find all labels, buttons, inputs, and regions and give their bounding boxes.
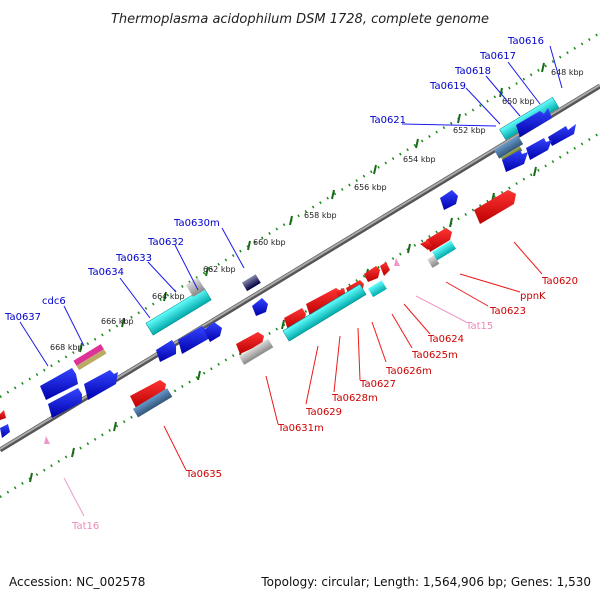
reverse-labels: Ta0620 ppnK Ta0623 Ta0624 Ta0625m Ta0626…: [185, 276, 578, 480]
reverse-arrows[interactable]: [0, 190, 516, 420]
label-ta0626m: Ta0626m: [385, 366, 432, 377]
gene-ta0631m: [284, 308, 306, 330]
gene-ta0619b: [526, 138, 552, 160]
scale-labels: 648 kbp 650 kbp 652 kbp 654 kbp 656 kbp …: [50, 68, 584, 352]
scale-label: 666 kbp: [101, 317, 134, 326]
label-ta0624: Ta0624: [427, 334, 464, 345]
gene-ta0633: [178, 326, 212, 354]
label-ta0621: Ta0621: [369, 115, 406, 126]
gene-ta0621b: [440, 190, 458, 210]
gene-ta0630: [252, 298, 268, 316]
label-ta0632: Ta0632: [147, 237, 184, 248]
label-ta0618: Ta0618: [454, 66, 491, 77]
scale-label: 656 kbp: [354, 183, 387, 192]
gene-ta0634b: [204, 322, 222, 342]
gene-ta0635: [130, 380, 166, 408]
gene-ta0632[interactable]: [140, 277, 212, 336]
gene-ta0635-steel[interactable]: [132, 388, 173, 418]
scale-label: 664 kbp: [152, 292, 185, 301]
gene-ta0631-gray[interactable]: [238, 338, 274, 365]
gene-ta0631: [236, 332, 264, 354]
label-ta0633: Ta0633: [115, 253, 152, 264]
label-ta0616: Ta0616: [507, 36, 544, 47]
scale-label: 652 kbp: [453, 126, 486, 135]
scale-label: 660 kbp: [253, 238, 286, 247]
gene-ta0627-cyan[interactable]: [367, 280, 387, 298]
label-cdc6: cdc6: [42, 296, 66, 307]
label-ta0637: Ta0637: [4, 312, 41, 323]
trna-tat16[interactable]: [44, 436, 50, 444]
gene-ta0629: [306, 288, 342, 316]
trna-tat15[interactable]: [394, 258, 400, 266]
gene-ppnk: [420, 240, 432, 250]
gene-ta0625m: [380, 262, 390, 276]
label-ta0627: Ta0627: [359, 379, 396, 390]
gene-ta0636: [84, 370, 118, 400]
reverse-leaders: [163, 241, 543, 471]
label-ta0625m: Ta0625m: [411, 350, 458, 361]
upper-scale-track: [0, 31, 600, 399]
gene-ta0630m[interactable]: [241, 274, 261, 292]
gene-ta0637b: [48, 388, 82, 418]
gene-ta0626m: [364, 266, 380, 282]
accession-text: Accession: NC_002578: [9, 575, 145, 589]
map-title: Thermoplasma acidophilum DSM 1728, compl…: [111, 12, 489, 27]
gene-ta0623: [426, 228, 452, 252]
label-ta0617: Ta0617: [479, 51, 516, 62]
gene-edge: [0, 424, 10, 438]
gene-ta0634: [156, 340, 176, 362]
gene-ta0621: [502, 150, 528, 172]
label-tat15: Tat15: [465, 321, 493, 332]
label-ta0630m: Ta0630m: [173, 218, 220, 229]
scale-label: 668 kbp: [50, 343, 83, 352]
scale-label: 658 kbp: [304, 211, 337, 220]
gene-edge-red: [0, 410, 6, 420]
label-ta0629: Ta0629: [305, 407, 342, 418]
label-ta0634: Ta0634: [87, 267, 124, 278]
forward-arrows[interactable]: [0, 108, 576, 438]
label-ta0623: Ta0623: [489, 306, 526, 317]
label-tat16: Tat16: [71, 521, 99, 532]
forward-labels: Ta0616 Ta0617 Ta0618 Ta0619 Ta0621 Ta063…: [4, 36, 544, 323]
gene-ta0617: [516, 108, 552, 137]
gene-ta0628[interactable]: [282, 283, 367, 342]
gene-cdc6[interactable]: [73, 344, 107, 371]
upper-major-ticks: [79, 62, 545, 353]
gene-ta0619: [548, 124, 576, 146]
label-ta0635: Ta0635: [185, 469, 222, 480]
label-ta0619: Ta0619: [429, 81, 466, 92]
label-ta0628m: Ta0628m: [331, 393, 378, 404]
scale-label: 654 kbp: [403, 155, 436, 164]
trna-leaders: [63, 295, 467, 517]
label-ta0631m: Ta0631m: [277, 423, 324, 434]
trna-labels: Tat15 Tat16: [71, 321, 493, 532]
gene-ta0637: [40, 368, 78, 400]
scale-label: 650 kbp: [502, 97, 535, 106]
scale-label: 648 kbp: [551, 68, 584, 77]
label-ppnk: ppnK: [520, 291, 546, 302]
topology-text: Topology: circular; Length: 1,564,906 bp…: [260, 575, 591, 589]
forward-leaders: [19, 45, 563, 367]
gene-ta0624[interactable]: [425, 240, 458, 268]
gene-ta0620: [474, 190, 516, 224]
label-ta0620: Ta0620: [541, 276, 578, 287]
scale-label: 662 kbp: [203, 265, 236, 274]
